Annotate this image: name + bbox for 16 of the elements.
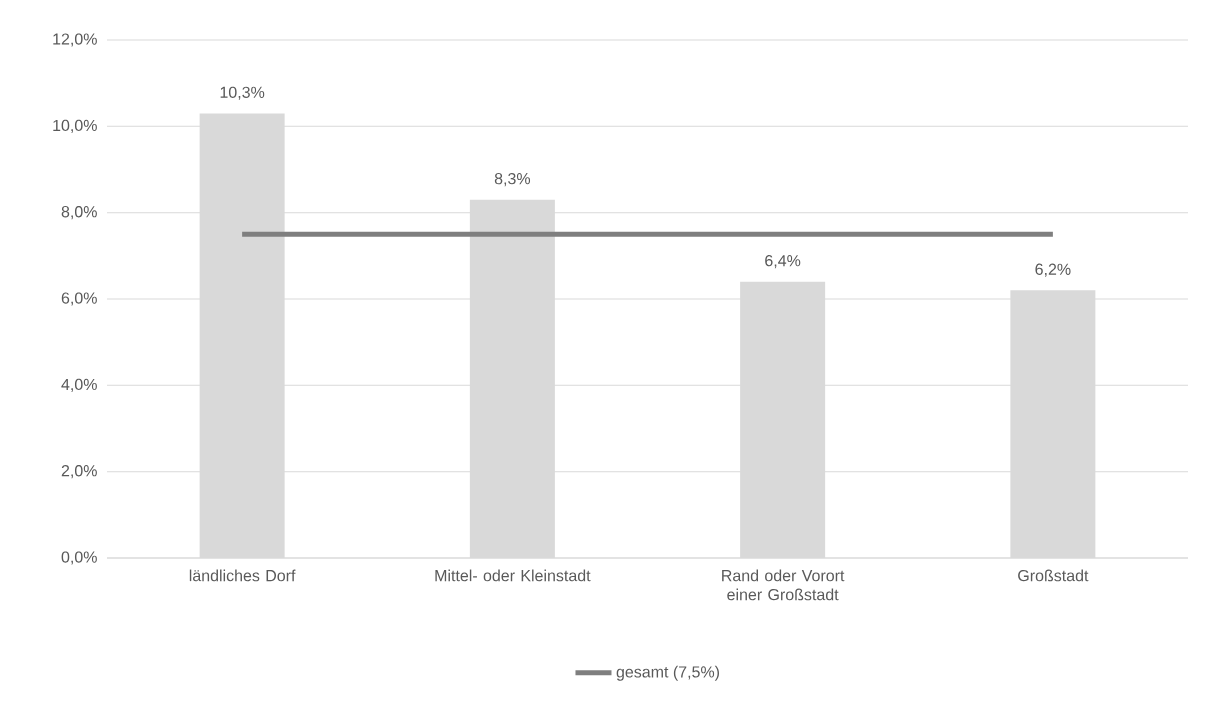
y-tick-label: 6,0% <box>61 292 97 306</box>
y-tick-label: 8,0% <box>61 206 97 220</box>
legend-label: gesamt (7,5%) <box>616 665 719 681</box>
data-label: 6,4% <box>765 254 801 269</box>
y-tick-label: 4,0% <box>61 378 97 392</box>
data-label: 8,3% <box>494 172 531 187</box>
x-tick-label: Mittel- oder Kleinstadt <box>435 569 591 582</box>
y-tick-label: 12,0% <box>53 33 97 47</box>
x-tick-label: Rand oder Vorort einer Großstadt <box>722 569 845 601</box>
x-tick-label: Großstadt <box>1018 569 1089 582</box>
y-tick-label: 2,0% <box>61 465 97 479</box>
y-tick-label: 0,0% <box>61 551 97 565</box>
data-label: 10,3% <box>220 86 265 100</box>
x-tick-label: ländliches Dorf <box>189 569 296 582</box>
y-tick-label: 10,0% <box>53 119 97 133</box>
data-label: 6,2% <box>1035 263 1071 277</box>
